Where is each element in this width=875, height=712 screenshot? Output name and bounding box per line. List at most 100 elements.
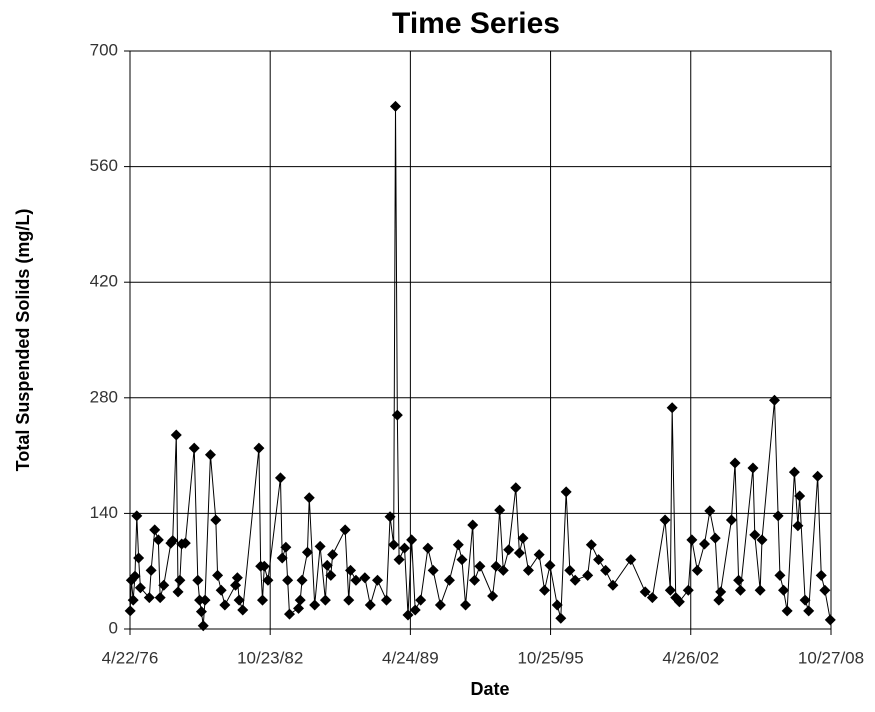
- data-point: [253, 442, 265, 454]
- data-point: [283, 608, 295, 620]
- data-point: [582, 569, 594, 581]
- data-point: [819, 584, 831, 596]
- data-point: [149, 524, 161, 536]
- y-tick-label: 700: [90, 40, 118, 59]
- data-point: [145, 564, 157, 576]
- data-point: [593, 554, 605, 566]
- data-point: [754, 584, 766, 596]
- x-tick-label: 4/26/02: [662, 648, 719, 667]
- data-point: [490, 560, 502, 572]
- data-point: [258, 560, 270, 572]
- data-point: [188, 442, 200, 454]
- data-point: [792, 520, 804, 532]
- data-point: [434, 599, 446, 611]
- data-point: [325, 569, 337, 581]
- data-point: [294, 594, 306, 606]
- data-point: [487, 590, 499, 602]
- data-point: [467, 519, 479, 531]
- data-point: [314, 540, 326, 552]
- data-point: [415, 594, 427, 606]
- data-point: [170, 429, 182, 441]
- data-point: [174, 574, 186, 586]
- data-point: [666, 402, 678, 414]
- data-point: [350, 574, 362, 586]
- data-point: [359, 572, 371, 584]
- data-point: [778, 584, 790, 596]
- data-point: [343, 594, 355, 606]
- data-point: [199, 594, 211, 606]
- data-point: [276, 552, 288, 564]
- data-point: [303, 492, 315, 504]
- y-tick-label: 420: [90, 272, 118, 291]
- data-point: [212, 569, 224, 581]
- data-point: [345, 564, 357, 576]
- data-point: [402, 609, 414, 621]
- data-point: [390, 100, 402, 112]
- x-tick-label: 4/22/76: [102, 648, 159, 667]
- data-point: [747, 462, 759, 474]
- data-point: [607, 579, 619, 591]
- data-point: [824, 614, 836, 626]
- data-point: [274, 472, 286, 484]
- data-point: [427, 564, 439, 576]
- data-point: [682, 584, 694, 596]
- data-point: [646, 592, 658, 604]
- data-point: [774, 569, 786, 581]
- data-point: [815, 569, 827, 581]
- data-point: [709, 532, 721, 544]
- data-point: [569, 574, 581, 586]
- data-point: [204, 449, 216, 461]
- data-point: [673, 596, 685, 608]
- data-point: [301, 546, 313, 558]
- data-point: [756, 534, 768, 546]
- data-point: [803, 605, 815, 617]
- data-point: [788, 466, 800, 478]
- x-tick-label: 10/23/82: [237, 648, 303, 667]
- data-point: [691, 564, 703, 576]
- data-point: [564, 564, 576, 576]
- data-point: [127, 594, 139, 606]
- data-point: [734, 584, 746, 596]
- data-point: [154, 592, 166, 604]
- data-point: [219, 599, 231, 611]
- data-point: [152, 534, 164, 546]
- data-point: [533, 549, 545, 561]
- data-point: [319, 594, 331, 606]
- data-point: [134, 582, 146, 594]
- data-point: [321, 559, 333, 571]
- chart-title: Time Series: [392, 7, 560, 40]
- data-point: [772, 510, 784, 522]
- data-point: [143, 592, 155, 604]
- series-line: [129, 106, 831, 626]
- data-point: [704, 505, 716, 517]
- data-point: [327, 549, 339, 561]
- data-point: [510, 482, 522, 494]
- data-point: [133, 552, 145, 564]
- data-point: [639, 586, 651, 598]
- y-tick-label: 560: [90, 156, 118, 175]
- x-axis-label: Date: [470, 679, 509, 699]
- data-point: [309, 599, 321, 611]
- data-point: [296, 574, 308, 586]
- data-point: [393, 554, 405, 566]
- data-point: [262, 574, 274, 586]
- data-point: [231, 572, 243, 584]
- data-point: [713, 594, 725, 606]
- data-point: [664, 584, 676, 596]
- y-tick-label: 140: [90, 503, 118, 522]
- data-point: [469, 574, 481, 586]
- data-point: [733, 574, 745, 586]
- data-point: [443, 574, 455, 586]
- data-point: [812, 470, 824, 482]
- data-point: [237, 604, 249, 616]
- data-point: [699, 538, 711, 550]
- data-point: [380, 594, 392, 606]
- data-point: [551, 599, 563, 611]
- data-point: [513, 547, 525, 559]
- data-point: [503, 544, 515, 556]
- data-point: [282, 574, 294, 586]
- y-axis-label: Total Suspended Solids (mg/L): [13, 209, 33, 472]
- data-point: [364, 599, 376, 611]
- data-point: [725, 514, 737, 526]
